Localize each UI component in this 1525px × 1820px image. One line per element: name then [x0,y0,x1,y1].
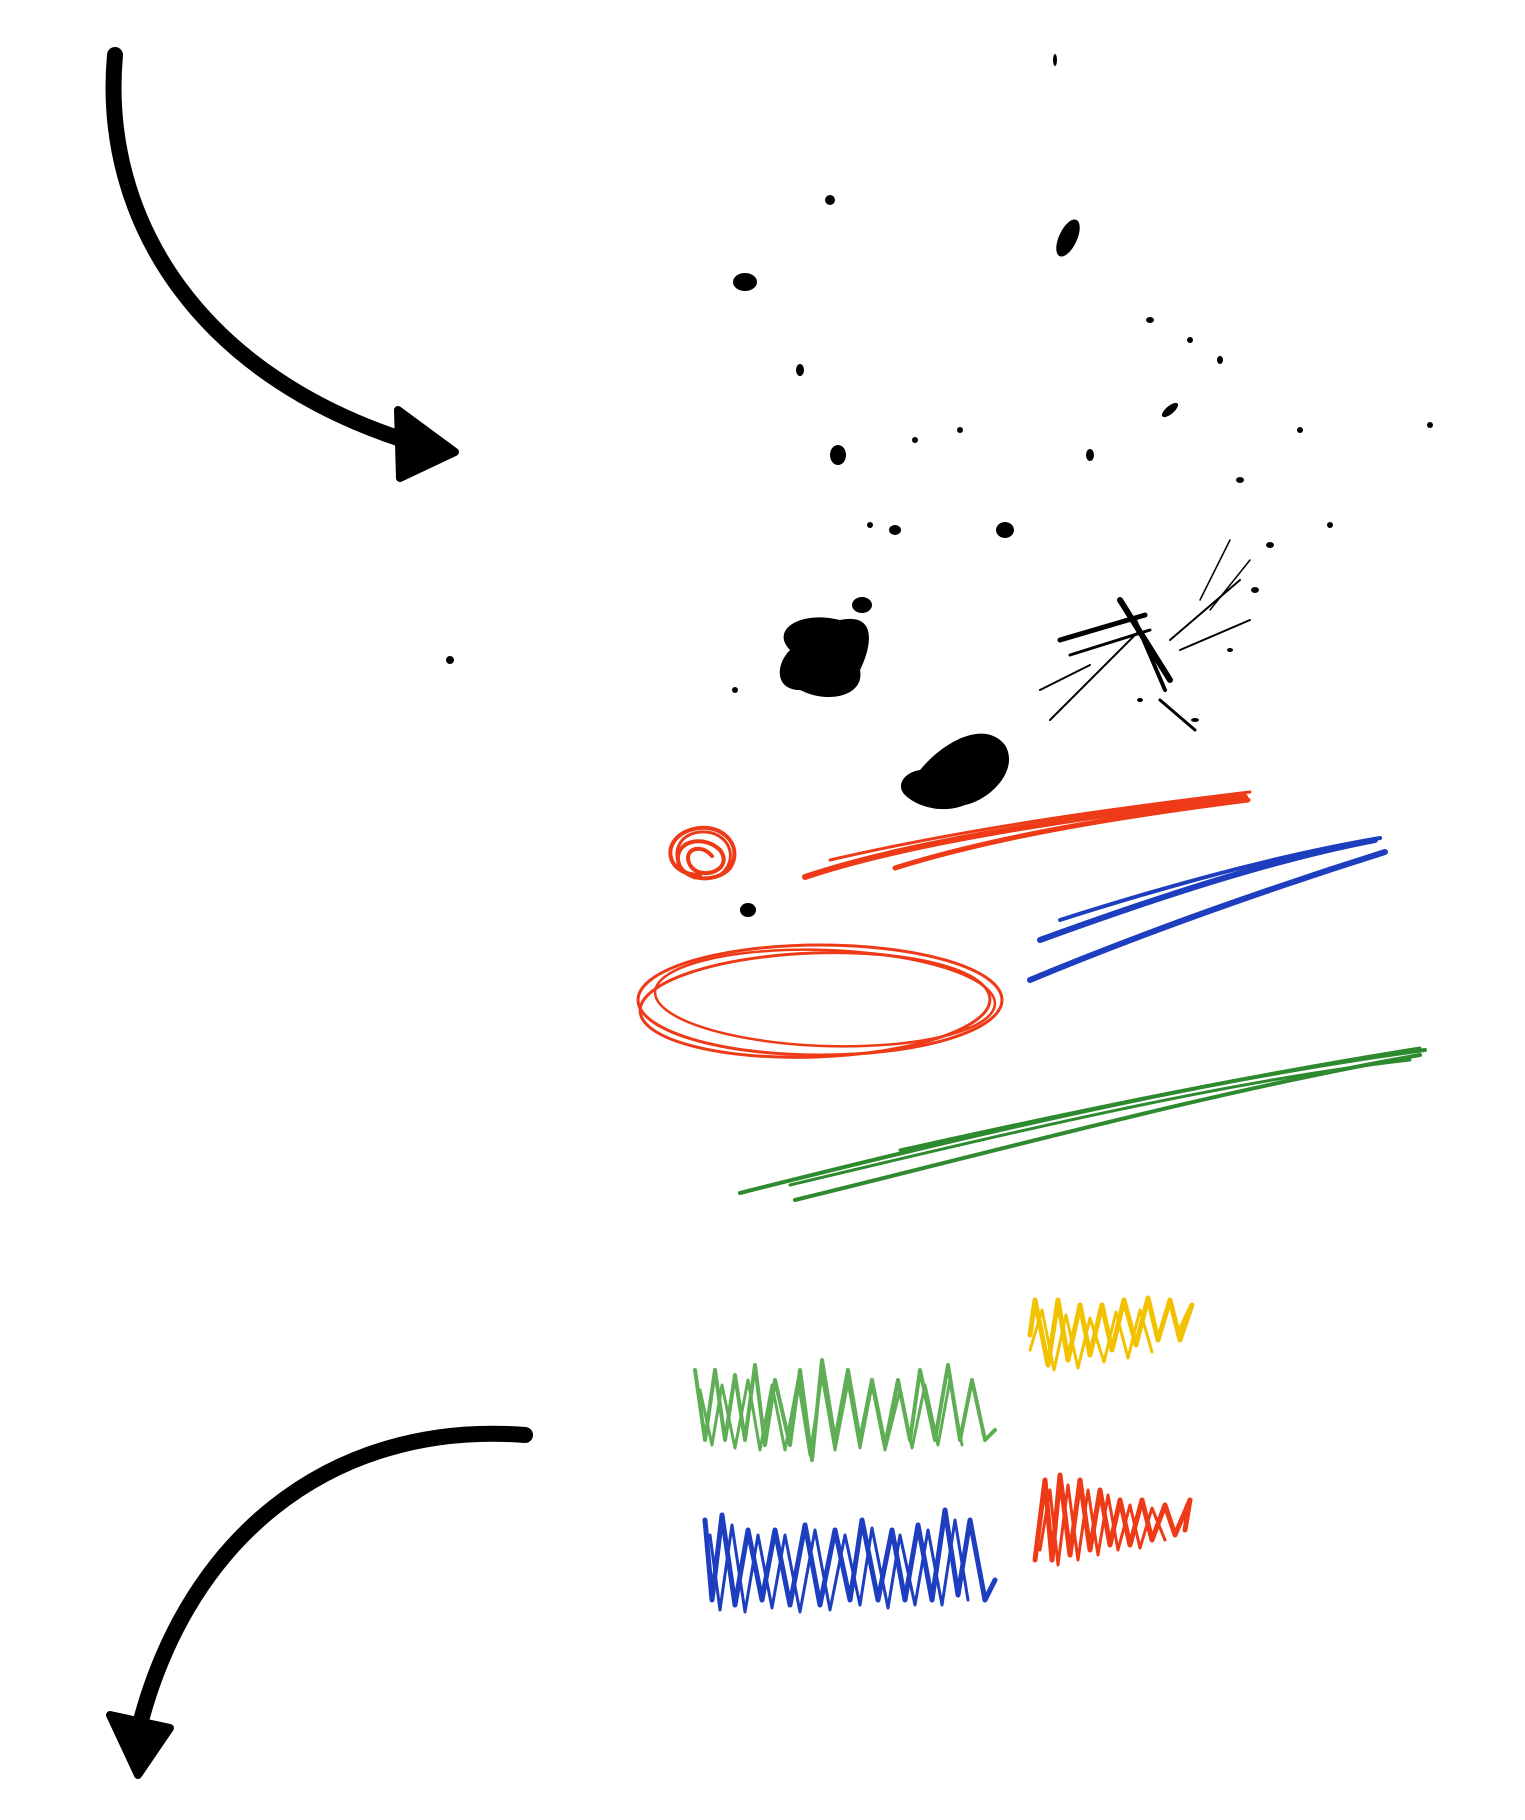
ink-drop [733,273,757,291]
ink-drop [1056,219,1080,257]
ink-drop [1053,54,1057,66]
arrow-top-shaft [105,47,428,453]
ink-drop [1227,648,1233,652]
green-stroke [738,1046,1427,1202]
ink-drop [1427,422,1433,428]
ink-drop [1266,542,1274,548]
ink-blob-large [779,617,869,698]
ink-drop [1137,698,1143,702]
ink-drop [1086,449,1094,461]
arrow-top-head [394,406,459,482]
ink-drop [1327,522,1333,528]
red-scribble-circle [668,825,737,881]
ink-drop [1251,587,1259,593]
ink-drop [1146,317,1154,323]
ink-drop [867,522,873,528]
arrow-bottom-shaft [127,1425,533,1753]
ink-drop [852,597,872,613]
ink-drop [732,687,738,693]
ink-drop [825,195,835,205]
blue-stroke [1027,836,1388,983]
light-green-zigzag [693,1358,997,1462]
blue-zigzag [702,1507,998,1614]
ink-drop [446,656,454,664]
ink-splatter [446,54,1433,917]
red-oval [636,943,1004,1059]
ink-drop [1187,337,1193,343]
ink-drop [830,445,846,465]
ink-drop [1191,718,1199,722]
ink-spray-strokes [1039,539,1251,732]
ink-drop [996,522,1014,538]
ink-blob-medium [900,733,1010,810]
red-zigzag [1032,1472,1193,1567]
curved-arrow-bottom [106,1425,533,1779]
curved-arrow-top [105,47,459,482]
ink-drop [912,437,918,443]
arrow-bottom-head [106,1711,174,1779]
ink-drop [1236,477,1244,483]
ink-drop [889,525,901,535]
red-stroke [802,790,1252,880]
ink-drop [1297,427,1303,433]
ink-drop [957,427,963,433]
ink-drop [796,364,804,376]
ink-drop [740,903,756,917]
yellow-zigzag [1027,1295,1195,1372]
ink-drop [1217,356,1223,364]
ink-drop [1161,402,1179,418]
